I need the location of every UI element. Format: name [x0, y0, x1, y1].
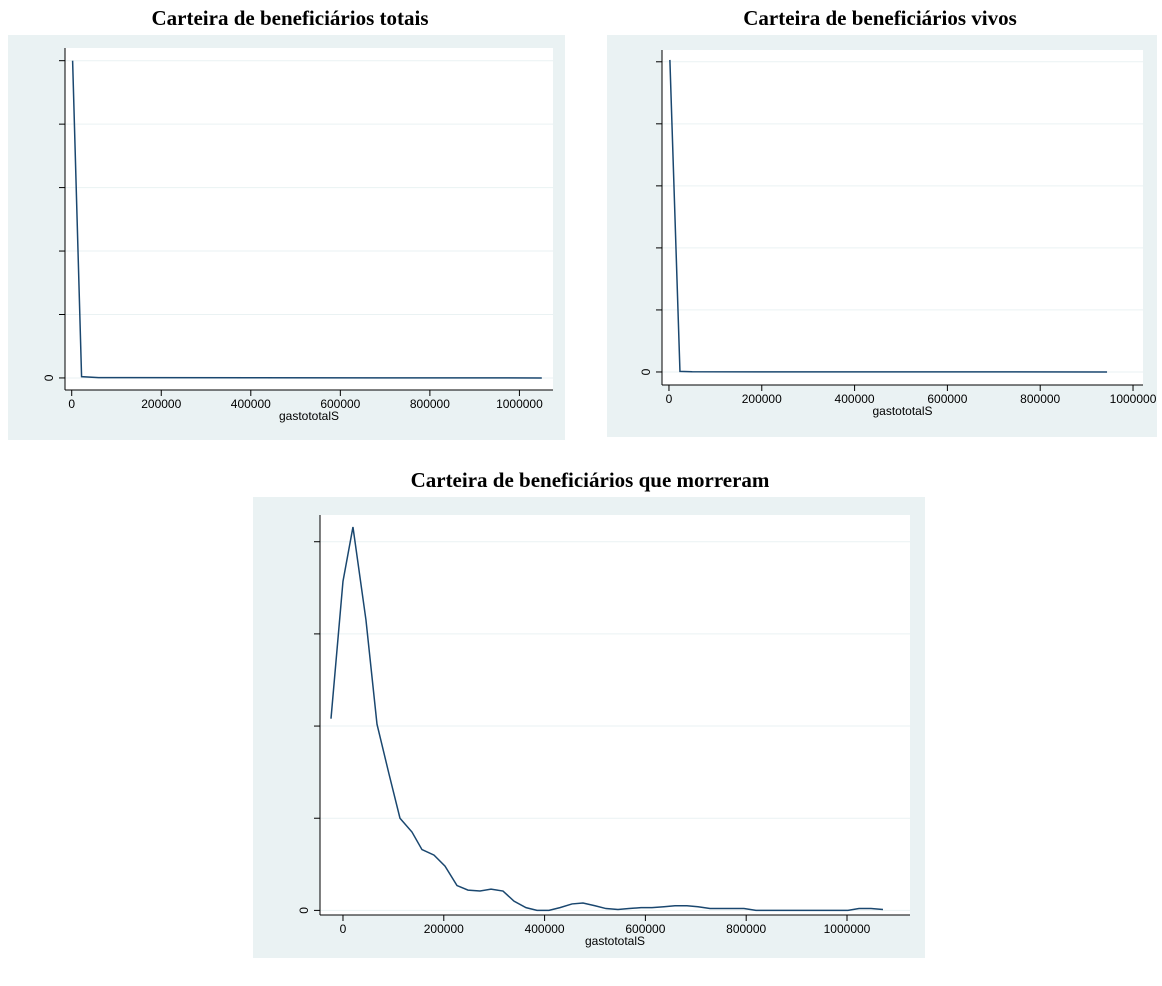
x-axis-label: gastototalS — [872, 404, 932, 418]
chart-title: Carteira de beneficiários vivos — [743, 6, 1017, 30]
x-tick-label: 200000 — [742, 392, 782, 406]
plot-area — [320, 515, 910, 915]
y-tick-label: 0 — [639, 368, 653, 375]
x-tick-label: 1000000 — [824, 922, 871, 936]
panel: Carteira de beneficiários totais 0 0 200000… — [8, 6, 565, 440]
x-tick-label: 1000000 — [496, 397, 543, 411]
x-tick-label: 800000 — [726, 922, 766, 936]
x-tick-label: 0 — [68, 397, 75, 411]
x-tick-label: 800000 — [1020, 392, 1060, 406]
x-tick-label: 200000 — [424, 922, 464, 936]
plot-area — [65, 48, 553, 390]
x-tick-label: 600000 — [625, 922, 665, 936]
chart-title: Carteira de beneficiários totais — [151, 6, 428, 30]
x-axis-label: gastototalS — [585, 934, 645, 948]
panel: Carteira de beneficiários que morreram 0 0… — [253, 468, 925, 958]
x-tick-label: 400000 — [835, 392, 875, 406]
x-tick-label: 400000 — [525, 922, 565, 936]
plot-area — [662, 50, 1143, 385]
x-axis-label: gastototalS — [279, 409, 339, 423]
x-tick-label: 600000 — [927, 392, 967, 406]
y-tick-label: 0 — [297, 907, 311, 914]
density-line — [71, 60, 542, 379]
x-tick-label: 400000 — [231, 397, 271, 411]
density-line — [330, 526, 884, 912]
y-tick-label: 0 — [42, 374, 56, 381]
x-tick-label: 0 — [340, 922, 347, 936]
x-tick-label: 600000 — [320, 397, 360, 411]
chart-title: Carteira de beneficiários que morreram — [411, 468, 770, 492]
x-tick-label: 0 — [666, 392, 673, 406]
panel: Carteira de beneficiários vivos 0 0 200000 4… — [607, 6, 1157, 437]
x-tick-label: 800000 — [410, 397, 450, 411]
x-tick-label: 200000 — [141, 397, 181, 411]
density-line — [669, 59, 1108, 373]
x-tick-label: 1000000 — [1110, 392, 1157, 406]
